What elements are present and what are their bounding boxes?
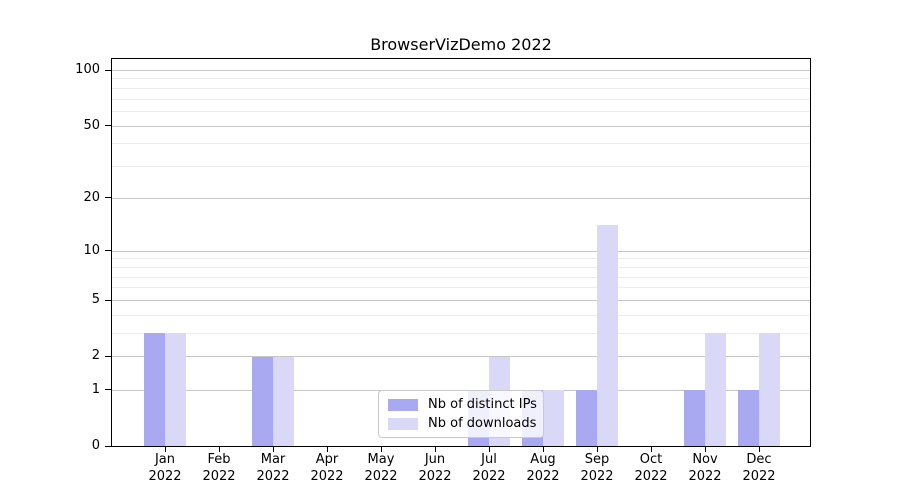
x-tick-label: Sep 2022 bbox=[569, 451, 625, 485]
legend-item-downloads: Nb of downloads bbox=[388, 416, 537, 431]
x-tick-year: 2022 bbox=[742, 469, 776, 484]
y-tick-label: 20 bbox=[83, 189, 100, 205]
x-tick-year: 2022 bbox=[310, 469, 344, 484]
x-tick-year: 2022 bbox=[688, 469, 722, 484]
y-tick-label: 10 bbox=[83, 242, 100, 258]
bar-distinct-ips bbox=[738, 389, 759, 446]
y-tick-label: 50 bbox=[83, 117, 100, 133]
x-tick-label: Jan 2022 bbox=[137, 451, 193, 485]
x-tick-label: Jun 2022 bbox=[407, 451, 463, 485]
x-tick-label: Oct 2022 bbox=[623, 451, 679, 485]
x-tick-mark bbox=[272, 447, 274, 452]
x-tick-year: 2022 bbox=[202, 469, 236, 484]
y-tick-mark bbox=[105, 355, 112, 357]
x-tick-year: 2022 bbox=[472, 469, 506, 484]
bar-distinct-ips bbox=[684, 389, 705, 446]
x-tick-year: 2022 bbox=[526, 469, 560, 484]
gridline-minor bbox=[112, 87, 810, 89]
bar-distinct-ips bbox=[144, 333, 165, 446]
x-tick-mark bbox=[704, 447, 706, 452]
y-tick-mark bbox=[105, 299, 112, 301]
x-tick-mark bbox=[488, 447, 490, 452]
x-tick-year: 2022 bbox=[418, 469, 452, 484]
gridline-minor bbox=[112, 258, 810, 260]
x-tick-mark bbox=[164, 447, 166, 452]
y-tick-mark bbox=[105, 197, 112, 199]
chart-title: BrowserVizDemo 2022 bbox=[370, 35, 552, 54]
bar-downloads bbox=[759, 333, 780, 446]
gridline-minor bbox=[112, 333, 810, 335]
plot-area bbox=[111, 58, 811, 447]
x-tick-year: 2022 bbox=[634, 469, 668, 484]
gridline-minor bbox=[112, 166, 810, 168]
y-tick-mark bbox=[105, 445, 112, 447]
y-tick-mark bbox=[105, 125, 112, 127]
bar-distinct-ips bbox=[252, 356, 273, 446]
x-tick-mark bbox=[434, 447, 436, 452]
gridline-minor bbox=[112, 314, 810, 316]
y-tick-mark bbox=[105, 250, 112, 252]
y-tick-label: 100 bbox=[75, 62, 100, 77]
legend-swatch-distinct-ips bbox=[388, 398, 418, 411]
bar-downloads bbox=[543, 389, 564, 446]
x-tick-mark bbox=[218, 447, 220, 452]
y-tick-label: 0 bbox=[91, 438, 100, 453]
x-tick-mark bbox=[380, 447, 382, 452]
x-tick-year: 2022 bbox=[256, 469, 290, 484]
gridline-minor bbox=[112, 287, 810, 289]
x-tick-label: Dec 2022 bbox=[731, 451, 787, 485]
gridline-minor bbox=[112, 266, 810, 268]
gridline-major bbox=[112, 125, 810, 127]
x-tick-label: Feb 2022 bbox=[191, 451, 247, 485]
y-tick-label: 2 bbox=[91, 348, 100, 364]
x-tick-mark bbox=[650, 447, 652, 452]
gridline-minor bbox=[112, 111, 810, 113]
x-tick-year: 2022 bbox=[580, 469, 614, 484]
bar-downloads bbox=[597, 225, 618, 446]
bar-downloads bbox=[705, 333, 726, 446]
x-tick-label: Apr 2022 bbox=[299, 451, 355, 485]
x-tick-mark bbox=[542, 447, 544, 452]
gridline-major bbox=[112, 356, 810, 358]
y-tick-label: 1 bbox=[91, 381, 100, 397]
x-tick-year: 2022 bbox=[148, 469, 182, 484]
x-tick-year: 2022 bbox=[364, 469, 398, 484]
bar-downloads bbox=[273, 356, 294, 446]
x-tick-label: May 2022 bbox=[353, 451, 409, 485]
x-tick-label: Jul 2022 bbox=[461, 451, 517, 485]
y-tick-mark bbox=[105, 69, 112, 71]
gridline-major bbox=[112, 70, 810, 71]
x-tick-label: Mar 2022 bbox=[245, 451, 301, 485]
gridline-major bbox=[112, 300, 810, 302]
y-tick-mark bbox=[105, 389, 112, 391]
legend: Nb of distinct IPs Nb of downloads bbox=[378, 390, 544, 438]
gridline-major bbox=[112, 197, 810, 199]
y-tick-label: 5 bbox=[91, 292, 100, 308]
legend-label: Nb of downloads bbox=[428, 416, 537, 431]
bar-downloads bbox=[165, 333, 186, 446]
gridline-minor bbox=[112, 98, 810, 100]
gridline-major bbox=[112, 250, 810, 252]
x-tick-mark bbox=[758, 447, 760, 452]
x-tick-mark bbox=[326, 447, 328, 452]
x-tick-label: Nov 2022 bbox=[677, 451, 733, 485]
gridline-minor bbox=[112, 78, 810, 80]
x-tick-label: Aug 2022 bbox=[515, 451, 571, 485]
gridline-minor bbox=[112, 143, 810, 145]
gridline-minor bbox=[112, 276, 810, 278]
legend-item-distinct-ips: Nb of distinct IPs bbox=[388, 397, 537, 412]
x-tick-mark bbox=[596, 447, 598, 452]
legend-swatch-downloads bbox=[388, 417, 418, 430]
legend-label: Nb of distinct IPs bbox=[428, 397, 537, 412]
bar-distinct-ips bbox=[576, 389, 597, 446]
